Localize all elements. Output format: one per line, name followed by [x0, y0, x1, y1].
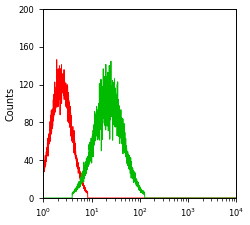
Y-axis label: Counts: Counts [6, 86, 16, 121]
